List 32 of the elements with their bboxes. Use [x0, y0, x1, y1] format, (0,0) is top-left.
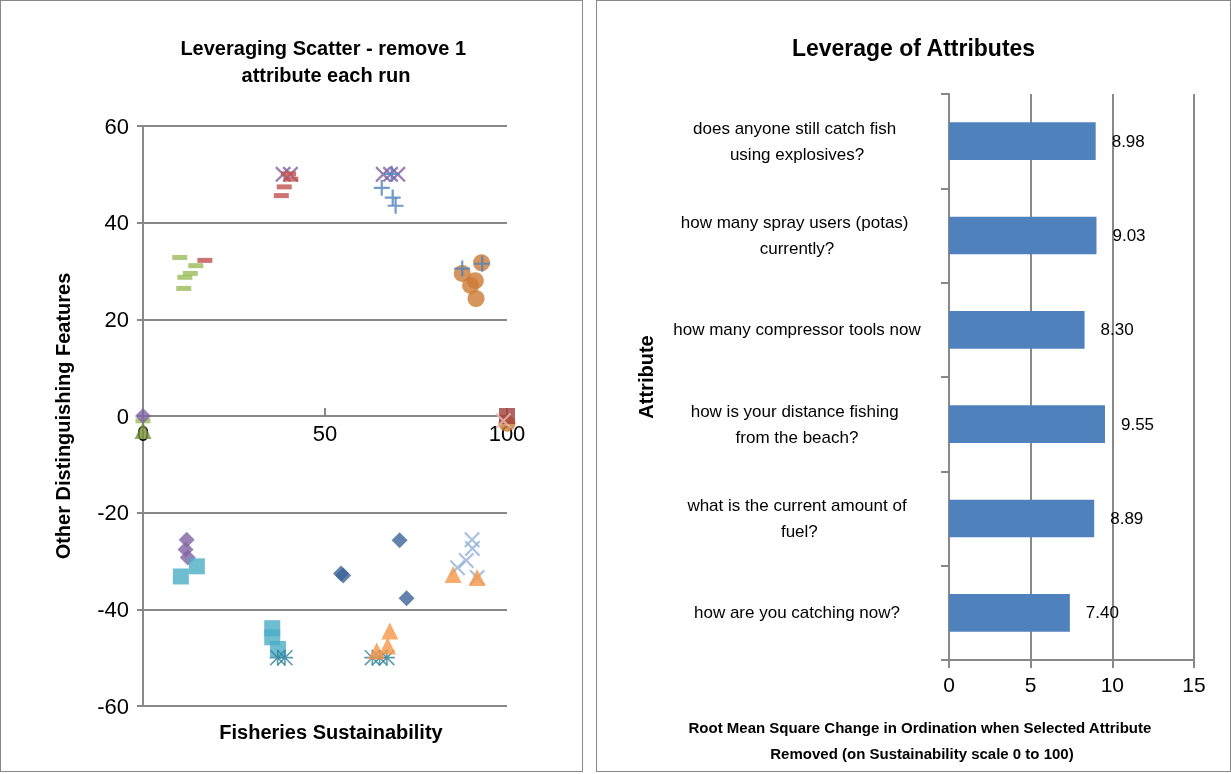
- y-tick-label: -20: [97, 500, 129, 526]
- x-tick-label: 5: [1024, 673, 1037, 696]
- y-tick-label: 40: [104, 210, 129, 236]
- x-tick-label: 50: [312, 420, 338, 446]
- data-label: 8.30: [1100, 320, 1134, 340]
- x-tick-label: 0: [943, 673, 955, 696]
- y-axis-title: Other Distinguishing Features: [52, 272, 74, 560]
- data-label: 8.89: [1110, 509, 1144, 528]
- x-axis-title: Root Mean Square Change in Ordination when Selected Attribute Removed (on Sustainability scale 0 to 100): [688, 718, 1156, 762]
- x-tick-label: 0: [136, 420, 150, 446]
- y-tick-label: 60: [104, 113, 129, 139]
- chart-title: Leverage of Attributes: [791, 34, 1036, 61]
- y-tick-label: how many spray users (potas) currently?: [680, 213, 914, 258]
- data-label: 9.55: [1120, 414, 1155, 434]
- y-tick-label: how many compressor tools now: [673, 320, 922, 340]
- y-tick-label: 0: [116, 403, 129, 429]
- data-label: 7.40: [1085, 603, 1119, 623]
- y-tick-label: how are you catching now?: [693, 603, 901, 623]
- data-label: 8.98: [1111, 131, 1145, 151]
- x-tick-label: 10: [1100, 673, 1125, 696]
- y-tick-label: what is the current amount of fuel?: [686, 496, 907, 541]
- y-tick-label: how is your distance fishing from the beach?: [690, 401, 904, 447]
- x-tick-label: 100: [488, 420, 526, 446]
- x-tick-label: 15: [1182, 673, 1206, 696]
- y-tick-label: 20: [104, 306, 129, 332]
- x-axis-title: Fisheries Sustainability: [219, 721, 444, 743]
- y-tick-label: does anyone still catch fish using explosives?: [693, 118, 901, 164]
- data-label: 9.03: [1112, 226, 1146, 245]
- y-axis-title: Attribute: [634, 335, 657, 419]
- chart-title: Leveraging Scatter - remove 1 attribute each run: [180, 36, 472, 86]
- y-tick-label: -40: [97, 596, 129, 622]
- y-tick-label: -60: [97, 693, 129, 719]
